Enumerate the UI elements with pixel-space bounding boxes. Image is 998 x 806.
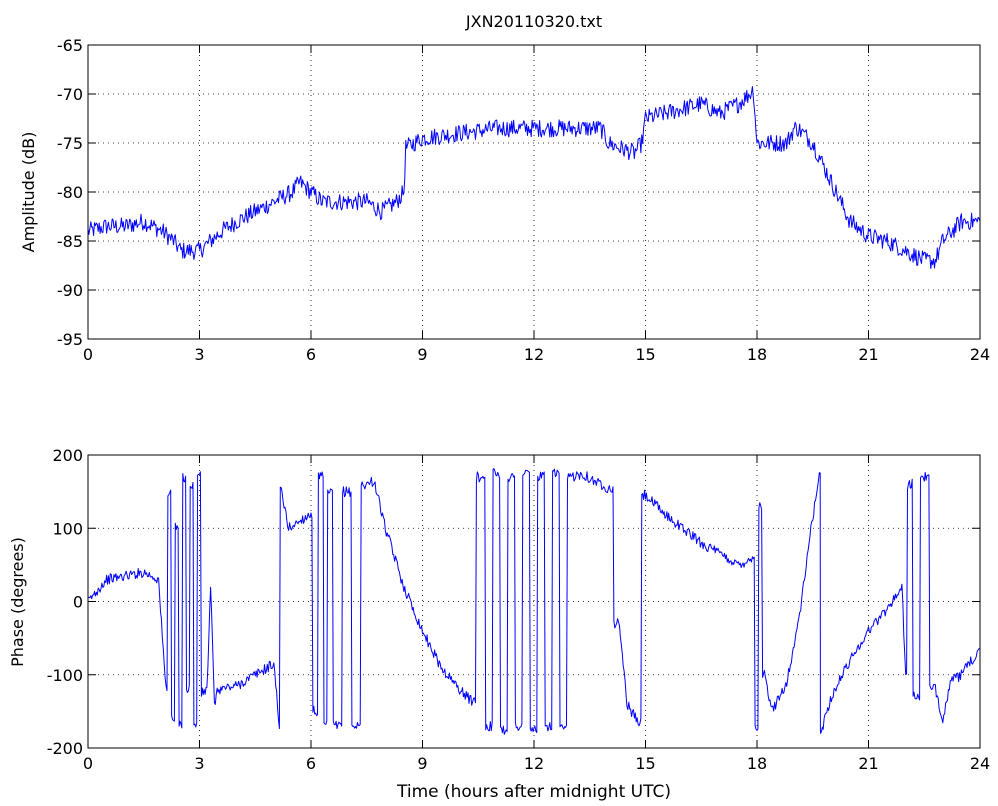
phase-x-tick-label: 3	[194, 754, 204, 773]
amplitude-grid	[88, 45, 980, 339]
phase-y-tick-label: 200	[52, 446, 83, 465]
phase-x-ticks: 0 3 6 9 12 15 18 21 24	[83, 455, 990, 773]
phase-x-tick-label: 0	[83, 754, 93, 773]
amplitude-panel: 0 3 6 9 12 15 18 21 24 -95 -90 -85 -80 -75 -70 -65 JXN…	[19, 12, 990, 364]
phase-panel: 0 3 6 9 12 15 18 21 24 -200 -100 0 100 200 Time (hou…	[8, 446, 990, 802]
amplitude-x-tick-label: 15	[635, 345, 655, 364]
phase-x-tick-label: 9	[417, 754, 427, 773]
phase-x-tick-label: 21	[858, 754, 878, 773]
amplitude-x-tick-label: 24	[970, 345, 990, 364]
amplitude-series-line	[88, 86, 980, 269]
amplitude-x-tick-label: 12	[524, 345, 544, 364]
amplitude-y-ticks: -95 -90 -85 -80 -75 -70 -65	[57, 36, 980, 349]
amplitude-y-tick-label: -80	[57, 183, 83, 202]
amplitude-x-tick-label: 0	[83, 345, 93, 364]
amplitude-x-tick-label: 21	[858, 345, 878, 364]
amplitude-x-tick-label: 9	[417, 345, 427, 364]
amplitude-y-label: Amplitude (dB)	[19, 132, 38, 253]
phase-y-tick-label: -100	[47, 666, 83, 685]
phase-x-tick-label: 24	[970, 754, 990, 773]
amplitude-x-tick-label: 18	[747, 345, 767, 364]
amplitude-series	[88, 86, 980, 269]
amplitude-y-tick-label: -90	[57, 281, 83, 300]
phase-x-tick-label: 18	[747, 754, 767, 773]
amplitude-y-tick-label: -65	[57, 36, 83, 55]
amplitude-title: JXN20110320.txt	[465, 12, 602, 31]
phase-series-line	[88, 468, 980, 735]
amplitude-x-ticks: 0 3 6 9 12 15 18 21 24	[83, 45, 990, 364]
phase-y-tick-label: -200	[47, 739, 83, 758]
amplitude-y-tick-label: -70	[57, 85, 83, 104]
amplitude-y-tick-label: -85	[57, 232, 83, 251]
phase-y-ticks: -200 -100 0 100 200	[47, 446, 980, 758]
phase-x-tick-label: 15	[635, 754, 655, 773]
phase-y-tick-label: 100	[52, 519, 83, 538]
amplitude-y-tick-label: -95	[57, 330, 83, 349]
phase-series	[88, 468, 980, 735]
phase-grid	[88, 455, 980, 748]
phase-y-tick-label: 0	[73, 593, 83, 612]
phase-x-tick-label: 6	[306, 754, 316, 773]
phase-x-tick-label: 12	[524, 754, 544, 773]
phase-y-label: Phase (degrees)	[8, 537, 27, 667]
amplitude-x-tick-label: 3	[194, 345, 204, 364]
phase-x-label: Time (hours after midnight UTC)	[396, 782, 671, 802]
amplitude-y-tick-label: -75	[57, 134, 83, 153]
amplitude-x-tick-label: 6	[306, 345, 316, 364]
